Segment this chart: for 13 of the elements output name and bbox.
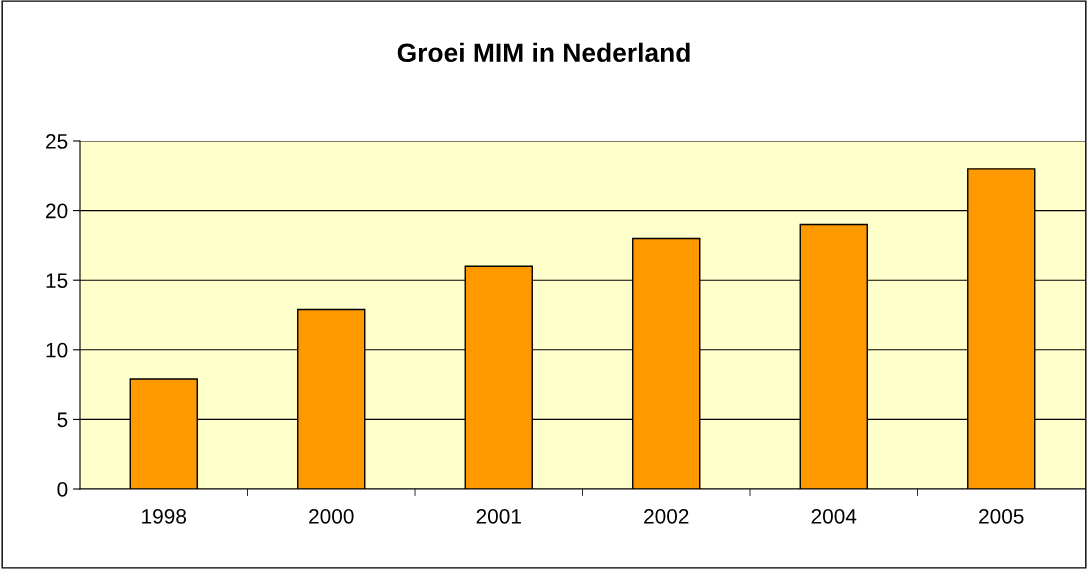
y-tick-label: 0 bbox=[57, 482, 68, 497]
y-tick-label: 5 bbox=[57, 412, 68, 428]
chart-title: Groei MIM in Nederland bbox=[397, 42, 690, 63]
y-tick-label: 20 bbox=[46, 203, 68, 219]
x-tick-label: 2002 bbox=[644, 508, 689, 524]
x-tick-label: 2001 bbox=[476, 508, 521, 524]
x-tick-label: 2000 bbox=[309, 508, 354, 524]
y-tick-label: 15 bbox=[46, 273, 68, 288]
x-tick-label: 2005 bbox=[979, 508, 1024, 524]
y-tick-label: 25 bbox=[46, 134, 68, 149]
y-tick-label: 10 bbox=[46, 342, 68, 358]
x-tick-label: 1998 bbox=[142, 508, 187, 524]
x-tick-label: 2004 bbox=[811, 508, 857, 524]
